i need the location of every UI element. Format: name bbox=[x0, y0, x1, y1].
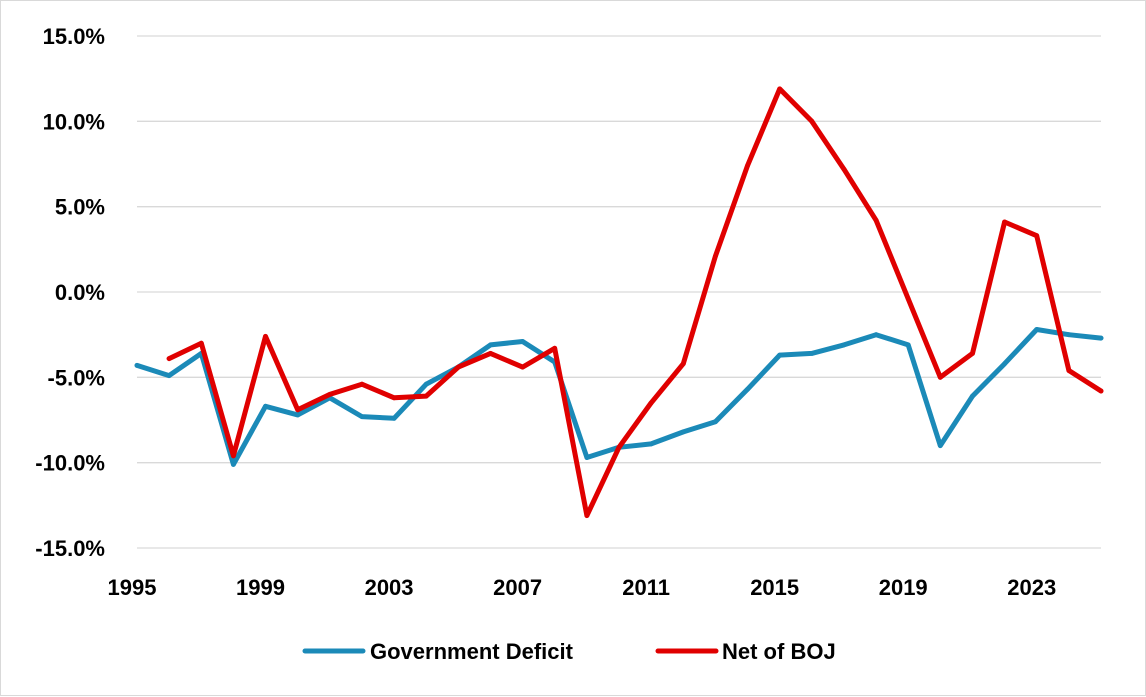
data-point bbox=[1066, 332, 1072, 338]
data-point bbox=[1034, 233, 1040, 239]
y-tick-label: -10.0% bbox=[35, 451, 105, 476]
data-point bbox=[937, 443, 943, 448]
data-point bbox=[616, 444, 622, 450]
data-point bbox=[134, 363, 140, 368]
x-axis-tick-labels: 1995 1999 2003 2007 2011 2015 2019 2023 bbox=[108, 575, 1057, 600]
data-point bbox=[520, 364, 525, 370]
x-tick-label: 1999 bbox=[236, 575, 285, 600]
x-tick-label: 1995 bbox=[108, 575, 157, 600]
data-point bbox=[488, 342, 493, 348]
data-point bbox=[423, 393, 429, 399]
legend-label: Government Deficit bbox=[370, 639, 574, 664]
data-point bbox=[937, 374, 943, 380]
data-point bbox=[873, 332, 879, 338]
y-tick-label: 5.0% bbox=[55, 195, 105, 220]
data-point bbox=[1002, 219, 1007, 225]
y-axis-tick-labels: 15.0% 10.0% 5.0% 0.0% -5.0% -10.0% -15.0% bbox=[35, 24, 105, 561]
data-point bbox=[520, 339, 525, 344]
data-point bbox=[680, 429, 686, 435]
data-point bbox=[231, 453, 236, 459]
data-point bbox=[552, 345, 558, 351]
data-point bbox=[905, 342, 911, 348]
data-point bbox=[295, 407, 301, 413]
data-point bbox=[1002, 361, 1007, 367]
series-lines bbox=[134, 86, 1104, 519]
data-point bbox=[648, 400, 654, 406]
data-point bbox=[391, 395, 397, 401]
data-point bbox=[231, 462, 236, 467]
data-point bbox=[809, 351, 815, 356]
data-point bbox=[713, 419, 718, 425]
legend-label: Net of BOJ bbox=[722, 639, 836, 664]
series-line-net-of-boj bbox=[166, 86, 1104, 519]
data-point bbox=[263, 403, 268, 409]
data-point bbox=[713, 253, 718, 259]
data-point bbox=[391, 415, 397, 421]
data-point bbox=[841, 166, 847, 172]
data-point bbox=[263, 334, 268, 339]
data-point bbox=[809, 118, 815, 124]
data-point bbox=[1098, 335, 1104, 341]
x-tick-label: 2019 bbox=[879, 575, 928, 600]
data-point bbox=[423, 381, 429, 387]
data-point bbox=[198, 340, 204, 346]
data-point bbox=[327, 392, 333, 397]
y-tick-label: 15.0% bbox=[43, 24, 105, 49]
data-point bbox=[970, 393, 975, 399]
x-tick-label: 2007 bbox=[493, 575, 542, 600]
data-point bbox=[777, 86, 783, 92]
gridlines bbox=[137, 35, 1101, 549]
y-tick-label: -5.0% bbox=[48, 365, 105, 390]
data-point bbox=[1034, 327, 1040, 332]
data-point bbox=[745, 163, 750, 169]
y-tick-label: 0.0% bbox=[55, 280, 105, 305]
legend: Government Deficit Net of BOJ bbox=[302, 639, 836, 664]
data-point bbox=[359, 381, 365, 387]
data-point bbox=[488, 351, 493, 356]
data-point bbox=[970, 351, 975, 356]
data-point bbox=[1098, 388, 1104, 394]
x-tick-label: 2003 bbox=[365, 575, 414, 600]
y-tick-label: 10.0% bbox=[43, 109, 105, 134]
data-point bbox=[584, 513, 590, 518]
data-point bbox=[777, 352, 783, 358]
data-point bbox=[1066, 368, 1072, 373]
x-tick-label: 2023 bbox=[1007, 575, 1056, 600]
data-point bbox=[295, 412, 301, 418]
data-point bbox=[905, 296, 911, 302]
y-tick-label: -15.0% bbox=[35, 536, 105, 561]
data-point bbox=[680, 361, 686, 367]
data-point bbox=[455, 364, 461, 370]
data-point bbox=[873, 217, 879, 223]
data-point bbox=[841, 342, 847, 348]
data-point bbox=[745, 386, 750, 392]
data-point bbox=[359, 414, 365, 419]
x-tick-label: 2011 bbox=[622, 575, 670, 600]
x-tick-label: 2015 bbox=[750, 575, 799, 600]
data-point bbox=[166, 356, 172, 361]
data-point bbox=[166, 373, 172, 378]
data-point bbox=[584, 455, 590, 460]
data-point bbox=[648, 441, 654, 447]
